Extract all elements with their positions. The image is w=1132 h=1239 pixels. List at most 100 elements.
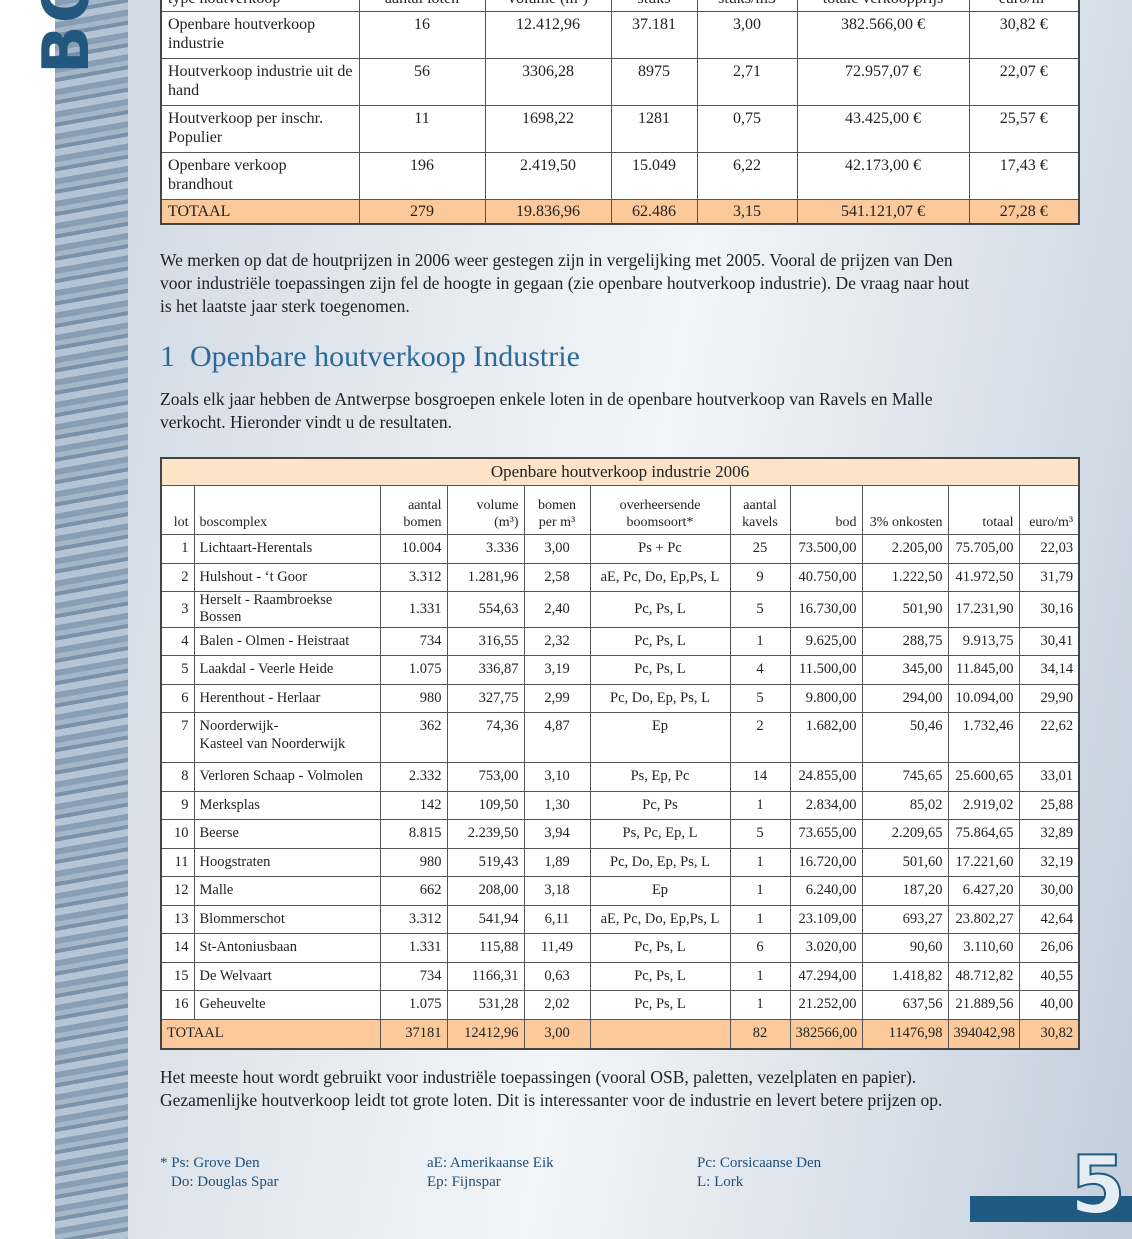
cell: 6 xyxy=(160,683,195,714)
cell: TOTAAL xyxy=(160,199,360,225)
cell: 11 xyxy=(358,105,486,154)
cell: 42,64 xyxy=(1018,904,1080,935)
cell: 6,22 xyxy=(696,152,798,201)
footnote-column: * Ps: Grove Den Do: Douglas Spar xyxy=(160,1154,279,1192)
cell: 501,60 xyxy=(861,847,949,878)
cell: 1.222,50 xyxy=(861,562,949,592)
cell: 327,75 xyxy=(446,683,525,714)
cell: 3.110,60 xyxy=(947,933,1020,963)
cell: 30,82 xyxy=(1018,1018,1080,1050)
cell: 43.425,00 € xyxy=(796,105,970,154)
cell: 40,00 xyxy=(1018,990,1080,1020)
cell: 3.312 xyxy=(379,904,448,935)
cell: 29,90 xyxy=(1018,683,1080,714)
cell: 12412,96 xyxy=(446,1018,525,1050)
cell: Ep xyxy=(589,712,731,764)
cell: Pc, Ps xyxy=(589,790,731,821)
cell: 25,88 xyxy=(1018,790,1080,821)
cell: 693,27 xyxy=(861,904,949,935)
cell: Pc, Ps, L xyxy=(589,933,731,963)
cell: 394042,98 xyxy=(947,1018,1020,1050)
cell: 3,19 xyxy=(523,655,591,685)
cell: lot xyxy=(160,485,195,535)
cell: Openbare verkoop brandhout xyxy=(160,152,360,201)
cell: Pc, Ps, L xyxy=(589,990,731,1020)
side-label: BO xyxy=(30,0,104,74)
paragraph: Zoals elk jaar hebben de Antwerpse bosgr… xyxy=(160,389,933,432)
cell: 734 xyxy=(379,626,448,657)
cell: 9.913,75 xyxy=(947,626,1020,657)
cell: 30,00 xyxy=(1018,876,1080,906)
row: Houtverkoop industrie uit de hand 56 3306,… xyxy=(160,58,1080,107)
cell: 1 xyxy=(729,990,791,1020)
cell: 662 xyxy=(379,876,448,906)
cell: 1.281,96 xyxy=(446,562,525,592)
cell: type houtverkoop xyxy=(160,0,360,13)
cell: 1 xyxy=(729,904,791,935)
cell: aantal kavels xyxy=(729,485,791,535)
cell: 11,49 xyxy=(523,933,591,963)
cell: 24.855,00 xyxy=(789,762,863,792)
cell: 7 xyxy=(160,712,195,764)
cell: totale verkoopprijs xyxy=(796,0,970,13)
footnote-column: aE: Amerikaanse Eik Ep: Fijnspar xyxy=(427,1154,554,1192)
cell: 33,01 xyxy=(1018,762,1080,792)
cell: 37181 xyxy=(379,1018,448,1050)
row: 15 De Welvaart 734 1166,31 0,63 Pc, Ps, L 1 47.… xyxy=(160,961,1080,992)
row: 2 Hulshout - ‘t Goor 3.312 1.281,96 2,58 aE, … xyxy=(160,562,1080,592)
cell: 30,82 € xyxy=(968,11,1080,60)
cell: 208,00 xyxy=(446,876,525,906)
paragraph: Het meeste hout wordt gebruikt voor indu… xyxy=(160,1067,943,1110)
cell xyxy=(589,1018,731,1050)
cell: 1,30 xyxy=(523,790,591,821)
row: 12 Malle 662 208,00 3,18 Ep 1 6.240,00 187,20 6.4… xyxy=(160,876,1080,906)
cell: 47.294,00 xyxy=(789,961,863,992)
cell: 3306,28 xyxy=(484,58,612,107)
cell: aE, Pc, Do, Ep,Ps, L xyxy=(589,562,731,592)
title-row: Openbare houtverkoop industrie 2006 xyxy=(160,457,1080,486)
cell: 734 xyxy=(379,961,448,992)
row: 6 Herenthout - Herlaar 980 327,75 2,99 Pc, Do… xyxy=(160,683,1080,714)
cell: 17,43 € xyxy=(968,152,1080,201)
row: 16 Geheuvelte 1.075 531,28 2,02 Pc, Ps, L 1 21.… xyxy=(160,990,1080,1020)
cell: 3,10 xyxy=(523,762,591,792)
cell: Geheuvelte xyxy=(193,990,381,1020)
row: Houtverkoop per inschr. Populier 11 1698,2… xyxy=(160,105,1080,154)
cell: 531,28 xyxy=(446,990,525,1020)
cell: 8975 xyxy=(610,58,698,107)
cell: 40.750,00 xyxy=(789,562,863,592)
cell: 9 xyxy=(160,790,195,821)
cell: 1 xyxy=(729,790,791,821)
cell: 288,75 xyxy=(861,626,949,657)
cell: 4 xyxy=(160,626,195,657)
cell: 294,00 xyxy=(861,683,949,714)
footnote: L: Lork xyxy=(697,1174,744,1190)
cell: 115,88 xyxy=(446,933,525,963)
cell: Houtverkoop per inschr. Populier xyxy=(160,105,360,154)
cell: 10.094,00 xyxy=(947,683,1020,714)
cell: 75.705,00 xyxy=(947,534,1020,564)
cell: 34,14 xyxy=(1018,655,1080,685)
row: 9 Merksplas 142 109,50 1,30 Pc, Ps 1 2.834,00 85… xyxy=(160,790,1080,821)
cell: Hoogstraten xyxy=(193,847,381,878)
cell: 25,57 € xyxy=(968,105,1080,154)
cell: stuks/m3 xyxy=(696,0,798,13)
cell: 73.500,00 xyxy=(789,534,863,564)
section-title: Openbare houtverkoop Industrie xyxy=(190,340,580,373)
cell: 1166,31 xyxy=(446,961,525,992)
cell: 637,56 xyxy=(861,990,949,1020)
cell: 75.864,65 xyxy=(947,819,1020,849)
decorative-strip xyxy=(55,0,128,1239)
cell: Pc, Ps, L xyxy=(589,591,731,628)
cell: 2,58 xyxy=(523,562,591,592)
row: 3 Herselt - Raambroekse Bossen 1.331 554,63… xyxy=(160,591,1080,628)
footnote: * Ps: Grove Den xyxy=(160,1155,260,1171)
cell: 1698,22 xyxy=(484,105,612,154)
cell: 16.720,00 xyxy=(789,847,863,878)
cell: Houtverkoop industrie uit de hand xyxy=(160,58,360,107)
cell: 6 xyxy=(729,933,791,963)
cell: 745,65 xyxy=(861,762,949,792)
cell: 48.712,82 xyxy=(947,961,1020,992)
cell: 279 xyxy=(358,199,486,225)
cell: Openbare houtverkoop industrie xyxy=(160,11,360,60)
